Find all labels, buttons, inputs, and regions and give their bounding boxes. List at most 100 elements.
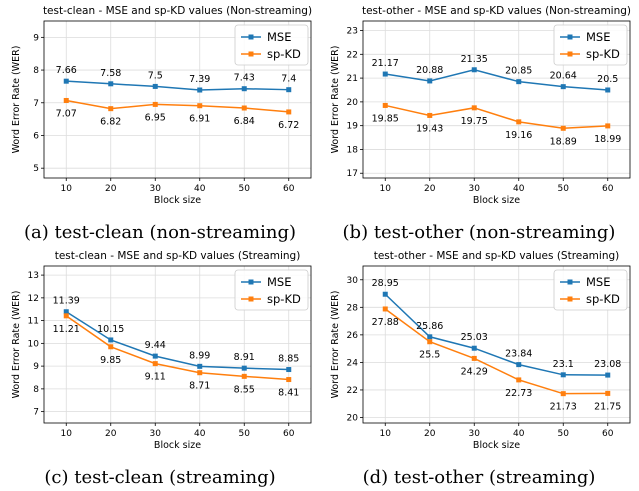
y-axis-label: Word Error Rate (WER) <box>330 291 341 399</box>
data-label: 8.91 <box>234 352 255 363</box>
data-label: 10.15 <box>97 324 124 335</box>
data-label: 20.88 <box>416 65 443 76</box>
y-tick-label: 24 <box>347 358 359 368</box>
y-tick-label: 8 <box>33 66 39 76</box>
data-label: 20.85 <box>505 66 532 77</box>
y-tick-label: 30 <box>347 276 359 286</box>
series-line-mse <box>66 80 289 91</box>
data-label: 19.75 <box>461 116 488 127</box>
legend-label: sp-KD <box>267 47 301 61</box>
data-point <box>605 372 611 378</box>
legend-marker <box>567 51 573 57</box>
legend-label: MSE <box>586 30 611 44</box>
legend-label: sp-KD <box>586 292 620 306</box>
data-point <box>241 105 247 111</box>
data-point <box>63 97 69 103</box>
y-tick-label: 26 <box>347 331 359 341</box>
data-label: 19.85 <box>372 113 399 124</box>
chart-title: test-clean - MSE and sp-KD values (Non-s… <box>43 5 312 17</box>
x-axis-label: Block size <box>154 440 201 451</box>
data-point <box>471 355 477 361</box>
x-tick-label: 60 <box>283 184 295 194</box>
y-tick-label: 10 <box>28 339 40 349</box>
x-tick-label: 40 <box>194 429 206 439</box>
data-label: 18.89 <box>550 136 577 147</box>
chart-svg-a: test-clean - MSE and sp-KD values (Non-s… <box>11 5 312 243</box>
chart-svg-c: test-clean - MSE and sp-KD values (Strea… <box>11 250 312 488</box>
x-tick-label: 30 <box>469 184 481 194</box>
data-point <box>471 105 477 111</box>
chart-panel-d: test-other - MSE and sp-KD values (Strea… <box>319 245 639 491</box>
data-point <box>560 125 566 131</box>
data-point <box>516 119 522 125</box>
y-tick-label: 18 <box>347 145 359 155</box>
legend: MSE sp-KD <box>553 269 628 311</box>
x-tick-label: 30 <box>150 429 162 439</box>
x-tick-label: 60 <box>283 429 295 439</box>
x-tick-label: 20 <box>424 184 436 194</box>
data-point <box>197 87 203 93</box>
data-label: 19.43 <box>416 123 443 134</box>
legend-label: sp-KD <box>267 292 301 306</box>
data-label: 8.41 <box>278 388 299 399</box>
chart-panel-b: test-other - MSE and sp-KD values (Non-s… <box>319 0 639 246</box>
figure-caption: (d) test-other (streaming) <box>363 467 596 488</box>
data-point <box>605 390 611 396</box>
data-point <box>427 339 433 345</box>
data-label: 6.91 <box>189 114 210 125</box>
legend: MSE sp-KD <box>234 269 309 311</box>
x-tick-label: 60 <box>602 184 614 194</box>
y-tick-label: 5 <box>33 164 39 174</box>
figure-caption: (b) test-other (non-streaming) <box>343 222 616 243</box>
data-point <box>427 112 433 118</box>
x-tick-label: 60 <box>602 429 614 439</box>
data-point <box>560 84 566 90</box>
figure-caption: (a) test-clean (non-streaming) <box>24 222 296 243</box>
data-label: 8.55 <box>234 384 255 395</box>
data-point <box>63 78 69 84</box>
x-tick-label: 50 <box>239 184 251 194</box>
data-point <box>286 377 292 383</box>
data-point <box>427 334 433 340</box>
x-tick-label: 30 <box>469 429 481 439</box>
legend-marker <box>248 34 254 40</box>
data-point <box>605 123 611 129</box>
x-tick-label: 20 <box>424 429 436 439</box>
data-label: 19.16 <box>505 130 532 141</box>
y-tick-label: 21 <box>347 74 358 84</box>
data-point <box>471 345 477 351</box>
data-label: 9.11 <box>145 372 166 383</box>
data-label: 20.5 <box>597 74 618 85</box>
chart-title: test-clean - MSE and sp-KD values (Strea… <box>55 250 301 262</box>
x-tick-label: 50 <box>558 429 570 439</box>
data-point <box>382 291 388 297</box>
chart-title: test-other - MSE and sp-KD values (Non-s… <box>362 5 631 17</box>
y-tick-label: 8 <box>33 385 39 395</box>
x-tick-label: 20 <box>105 184 117 194</box>
data-label: 7.07 <box>56 108 77 119</box>
y-tick-label: 9 <box>33 362 39 372</box>
y-tick-label: 28 <box>347 303 359 313</box>
data-label: 18.99 <box>594 134 621 145</box>
legend: MSE sp-KD <box>553 24 628 66</box>
legend-marker <box>567 34 573 40</box>
data-point <box>286 87 292 93</box>
x-tick-label: 20 <box>105 429 117 439</box>
series-line-sp-kd <box>385 104 608 130</box>
chart-svg-d: test-other - MSE and sp-KD values (Strea… <box>330 250 631 488</box>
data-point <box>108 337 114 343</box>
data-point <box>560 372 566 378</box>
data-point <box>516 362 522 368</box>
data-label: 28.95 <box>372 278 399 289</box>
y-tick-label: 11 <box>28 317 39 327</box>
x-tick-label: 40 <box>194 184 206 194</box>
x-tick-label: 10 <box>61 429 73 439</box>
chart-panel-a: test-clean - MSE and sp-KD values (Non-s… <box>0 0 320 246</box>
legend-marker <box>248 51 254 57</box>
y-axis-label: Word Error Rate (WER) <box>11 291 22 399</box>
x-axis-label: Block size <box>473 195 520 206</box>
series-line-sp-kd <box>66 99 289 113</box>
data-label: 7.4 <box>281 74 296 85</box>
data-label: 6.95 <box>145 112 166 123</box>
series-line-sp-kd <box>65 315 289 381</box>
